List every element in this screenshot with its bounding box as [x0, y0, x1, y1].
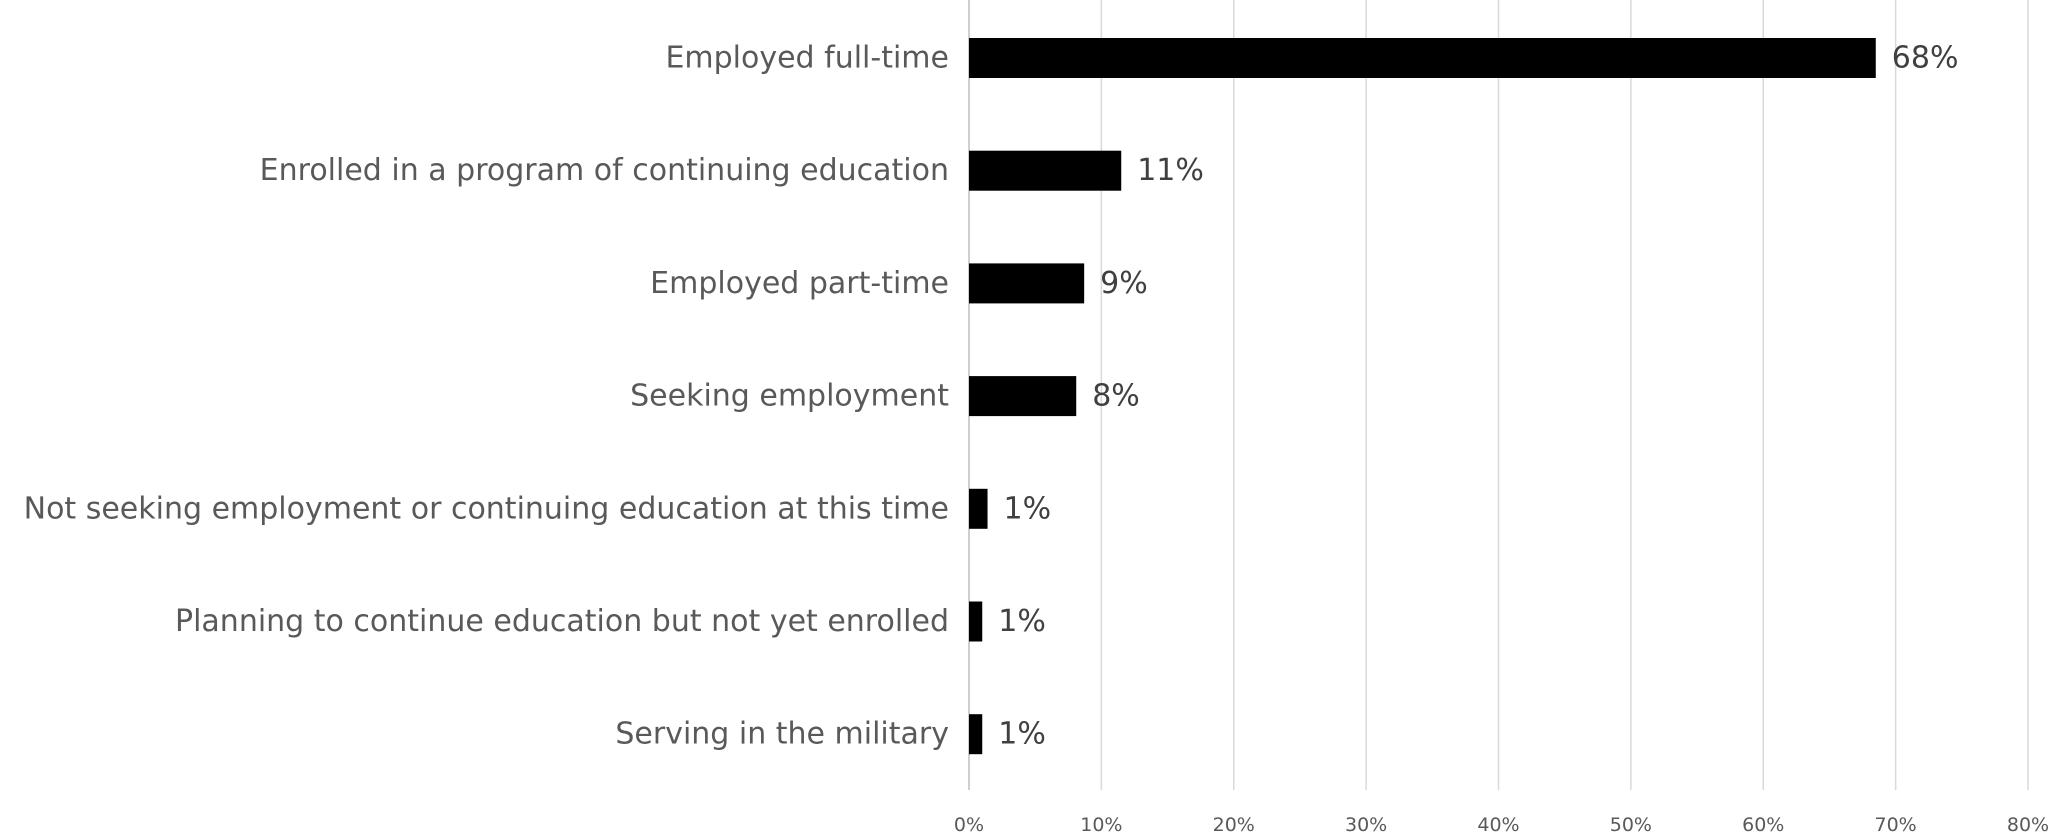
data-label: 1%: [998, 717, 1046, 752]
x-axis-tick-labels: 0% 10% 20% 30% 40% 50% 60% 70% 80%: [954, 814, 2049, 835]
x-tick-label: 60%: [1742, 814, 1784, 835]
data-label: 1%: [998, 604, 1046, 639]
category-label: Enrolled in a program of continuing educ…: [260, 153, 949, 188]
data-label: 9%: [1100, 266, 1148, 301]
x-tick-label: 30%: [1345, 814, 1387, 835]
category-label: Planning to continue education but not y…: [175, 604, 949, 639]
x-tick-label: 10%: [1080, 814, 1122, 835]
x-tick-label: 20%: [1213, 814, 1255, 835]
bar: [969, 601, 983, 642]
data-label: 11%: [1137, 153, 1204, 188]
data-label: 1%: [1004, 491, 1052, 526]
category-label: Seeking employment: [630, 379, 949, 414]
bar: [969, 263, 1085, 304]
data-label: 8%: [1092, 379, 1140, 414]
category-label: Not seeking employment or continuing edu…: [24, 491, 949, 526]
bar: [969, 38, 1876, 78]
bar: [969, 150, 1122, 191]
category-label: Employed full-time: [665, 41, 949, 76]
x-tick-label: 40%: [1477, 814, 1519, 835]
bar: [969, 488, 988, 529]
category-labels: Employed full-time Enrolled in a program …: [24, 41, 950, 752]
bars: [969, 38, 1876, 755]
x-tick-label: 70%: [1875, 814, 1917, 835]
category-label: Employed part-time: [650, 266, 949, 301]
gridlines: [968, 0, 2029, 790]
bar: [969, 714, 983, 755]
data-labels: 68% 11% 9% 8% 1% 1% 1%: [998, 41, 1958, 752]
data-label: 68%: [1892, 41, 1959, 76]
x-tick-label: 0%: [954, 814, 984, 835]
x-tick-label: 80%: [2007, 814, 2049, 835]
x-tick-label: 50%: [1610, 814, 1652, 835]
bar: [969, 376, 1077, 417]
category-label: Serving in the military: [615, 717, 949, 752]
